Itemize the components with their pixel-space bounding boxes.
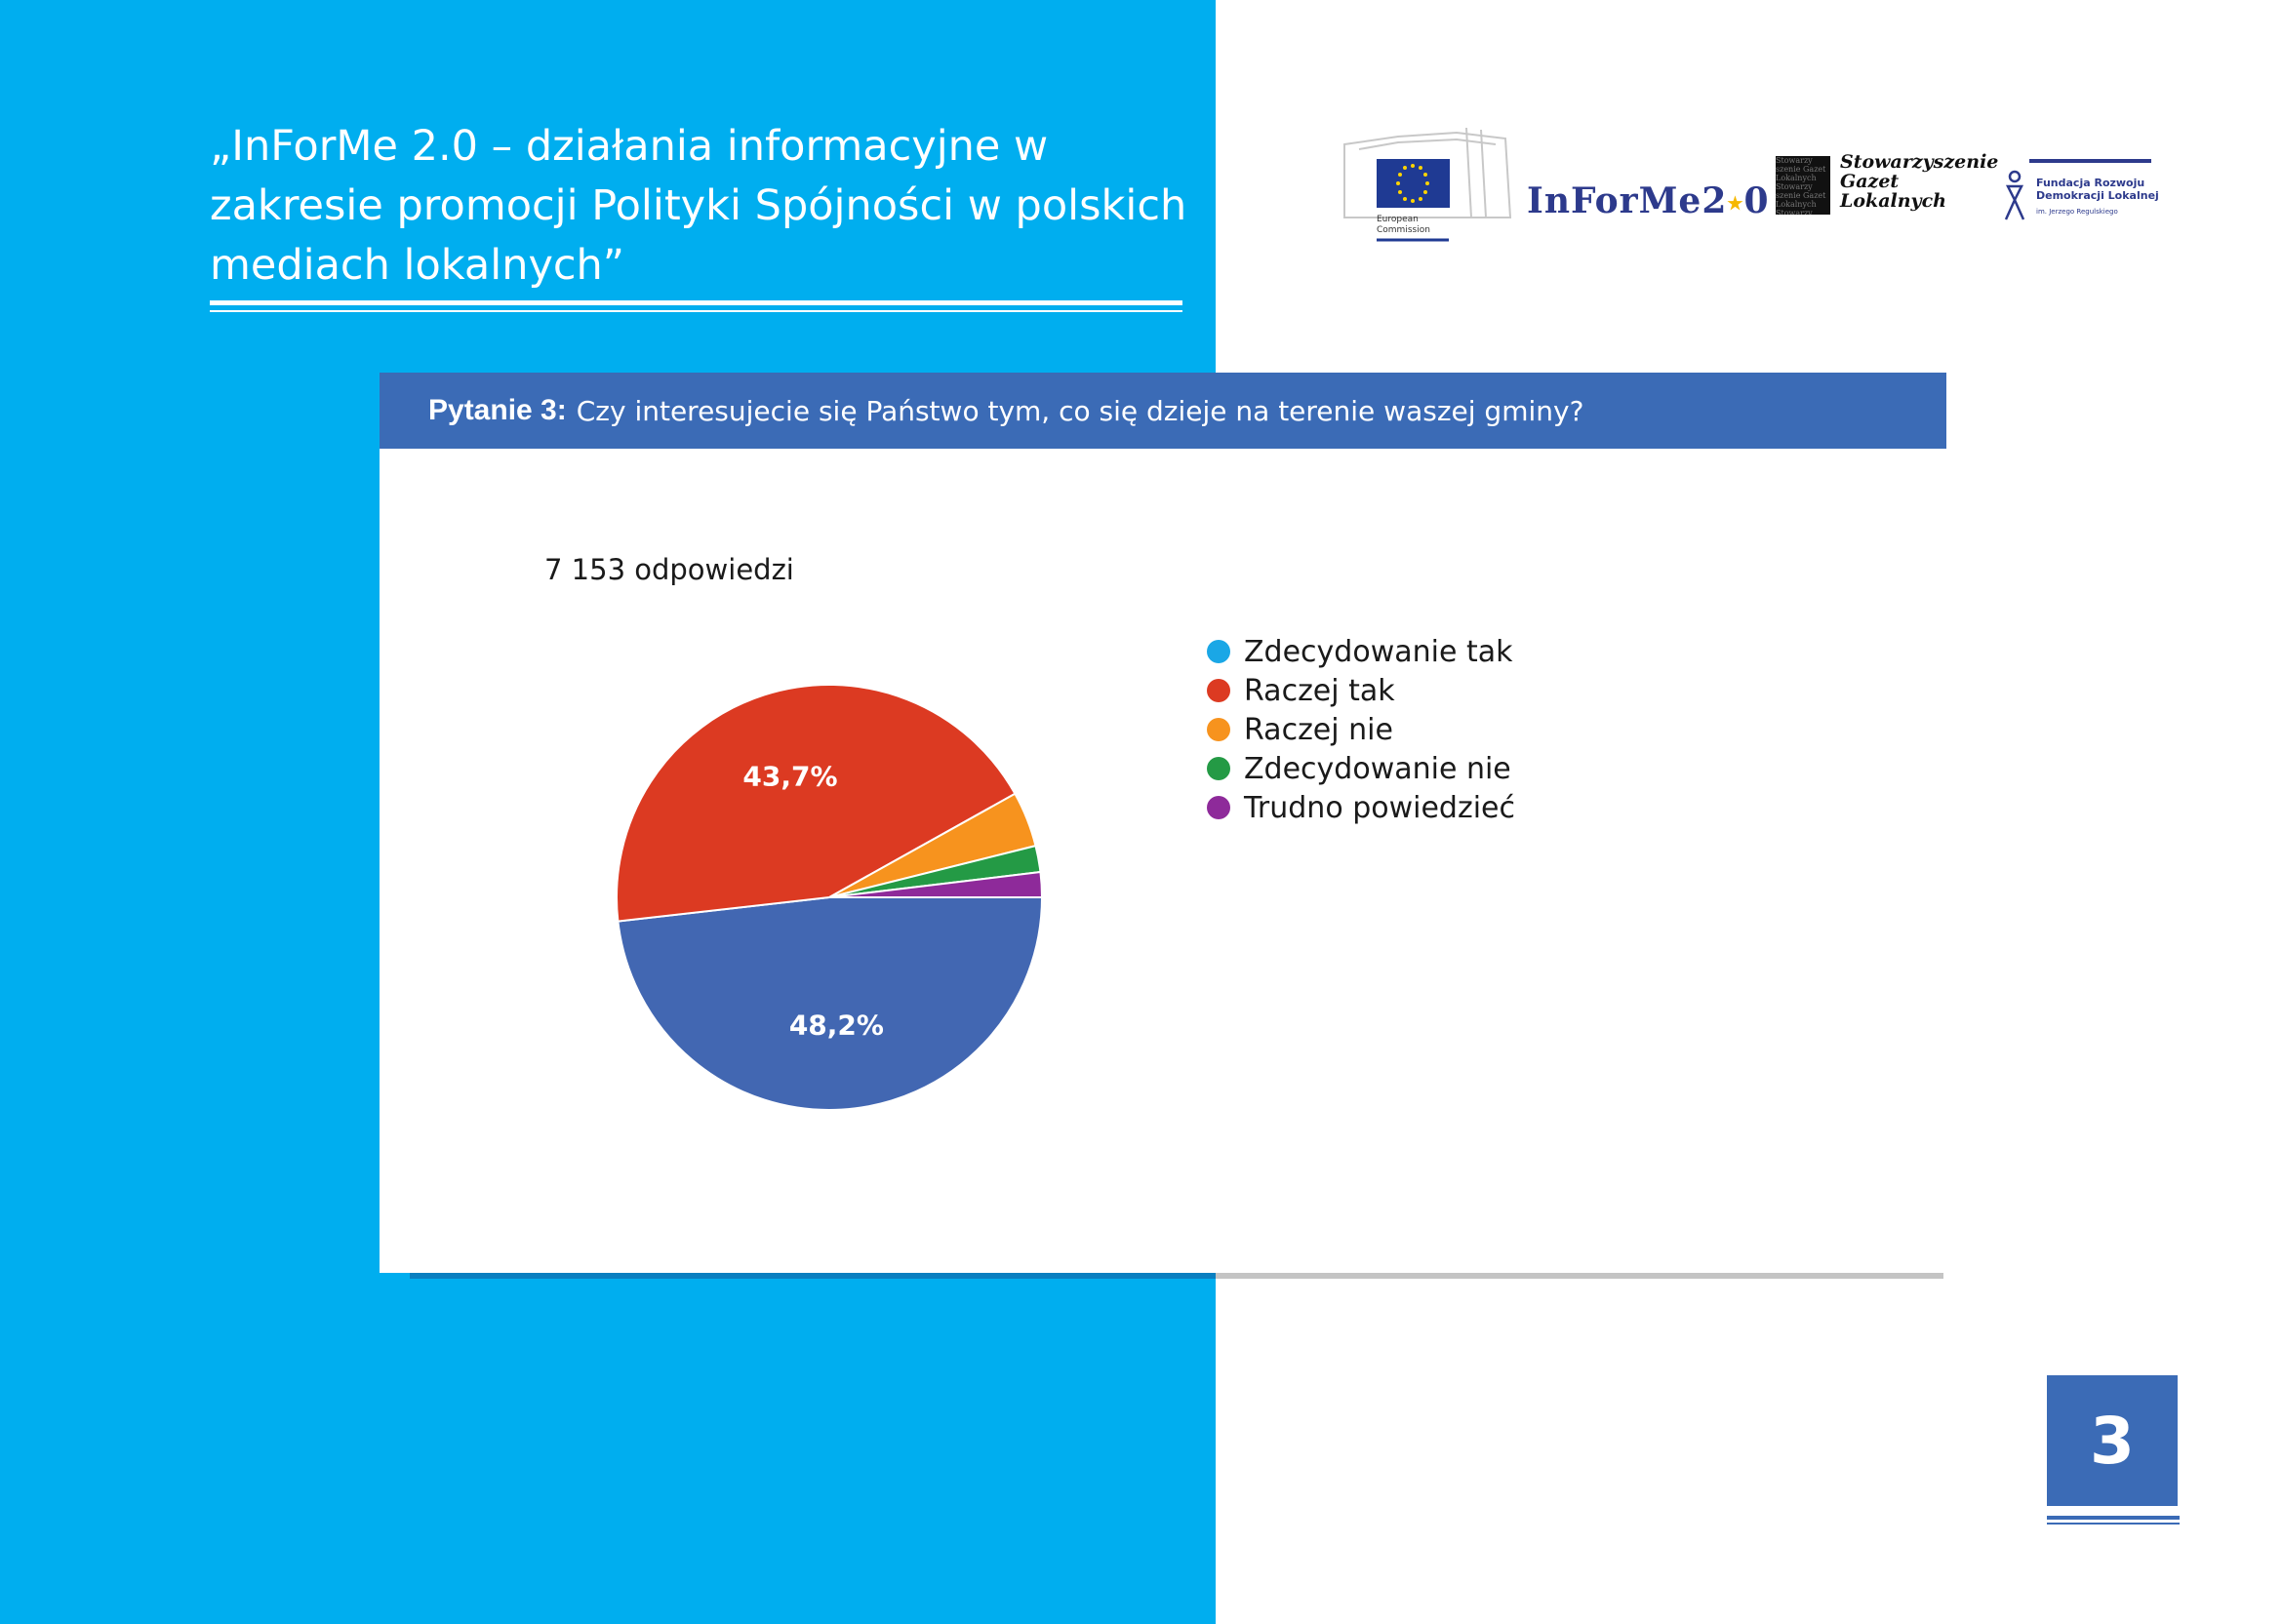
sgl-logo-text: Stowarzyszenie Gazet Lokalnych: [1840, 151, 1999, 212]
person-icon: [2004, 170, 2025, 220]
newspaper-icon: Stowarzy szenie Gazet Lokalnych Stowarzy…: [1776, 156, 1830, 215]
legend-dot-icon: [1207, 718, 1230, 741]
legend-label: Trudno powiedzieć: [1244, 790, 1516, 825]
legend-label: Zdecydowanie tak: [1244, 634, 1513, 669]
question-label: Pytanie 3:: [428, 394, 567, 426]
frdl-logo-text: Fundacja Rozwoju Demokracji Lokalnej: [2036, 177, 2159, 202]
legend-item: Trudno powiedzieć: [1207, 788, 1515, 827]
legend-label: Raczej tak: [1244, 673, 1395, 708]
legend-dot-icon: [1207, 640, 1230, 663]
legend-dot-icon: [1207, 796, 1230, 819]
legend-dot-icon: [1207, 757, 1230, 780]
card-shadow: [410, 1273, 1216, 1279]
question-text: Czy interesujecie się Państwo tym, co si…: [576, 394, 1584, 427]
page-number-underline-thin: [2047, 1523, 2180, 1525]
partner-logos: European Commission InForMe2★0 Stowarzy …: [1332, 122, 2171, 258]
pie-slice-5: [828, 870, 1044, 898]
star-icon: ★: [1727, 193, 1744, 215]
legend-item: Raczej nie: [1207, 710, 1515, 749]
legend-item: Raczej tak: [1207, 671, 1515, 710]
title-underline-thin: [210, 310, 1182, 312]
card-shadow-grey: [1216, 1273, 1943, 1279]
european-commission-logo: European Commission: [1340, 125, 1515, 252]
legend-label: Zdecydowanie nie: [1244, 751, 1511, 786]
page-number-underline: [2047, 1516, 2180, 1520]
frdl-logo-subtitle: im. Jerzego Regulskiego: [2036, 208, 2118, 216]
frdl-bar: [2029, 159, 2151, 163]
chart-legend: Zdecydowanie tak Raczej tak Raczej nie Zdec…: [1207, 632, 1515, 827]
frdl-logo: Fundacja Rozwoju Demokracji Lokalnej im.…: [1995, 159, 2161, 227]
informe-logo: InForMe2★0: [1527, 180, 1770, 221]
informe-logo-right: 0: [1743, 180, 1770, 221]
pie-data-label-2: 43,7%: [742, 760, 837, 792]
document-title: „InForMe 2.0 – działania informacyjne w …: [210, 122, 1187, 290]
ec-caption: European Commission: [1377, 215, 1430, 235]
sgl-logo: Stowarzy szenie Gazet Lokalnych Stowarzy…: [1776, 152, 2000, 234]
pie-chart: 48,2% 43,7%: [616, 684, 1044, 1112]
question-header: Pytanie 3: Czy interesujecie się Państwo…: [380, 373, 1946, 449]
pie-slice-1: [617, 896, 1044, 1112]
legend-item: Zdecydowanie tak: [1207, 632, 1515, 671]
title-underline: [210, 300, 1182, 305]
legend-dot-icon: [1207, 679, 1230, 702]
legend-label: Raczej nie: [1244, 712, 1393, 747]
informe-logo-left: InForMe2: [1527, 180, 1728, 221]
pie-slice-2: [616, 684, 1017, 923]
pie-data-label-1: 48,2%: [789, 1010, 884, 1042]
response-count: 7 153 odpowiedzi: [544, 553, 794, 586]
legend-item: Zdecydowanie nie: [1207, 749, 1515, 788]
page-number: 3: [2047, 1375, 2178, 1506]
